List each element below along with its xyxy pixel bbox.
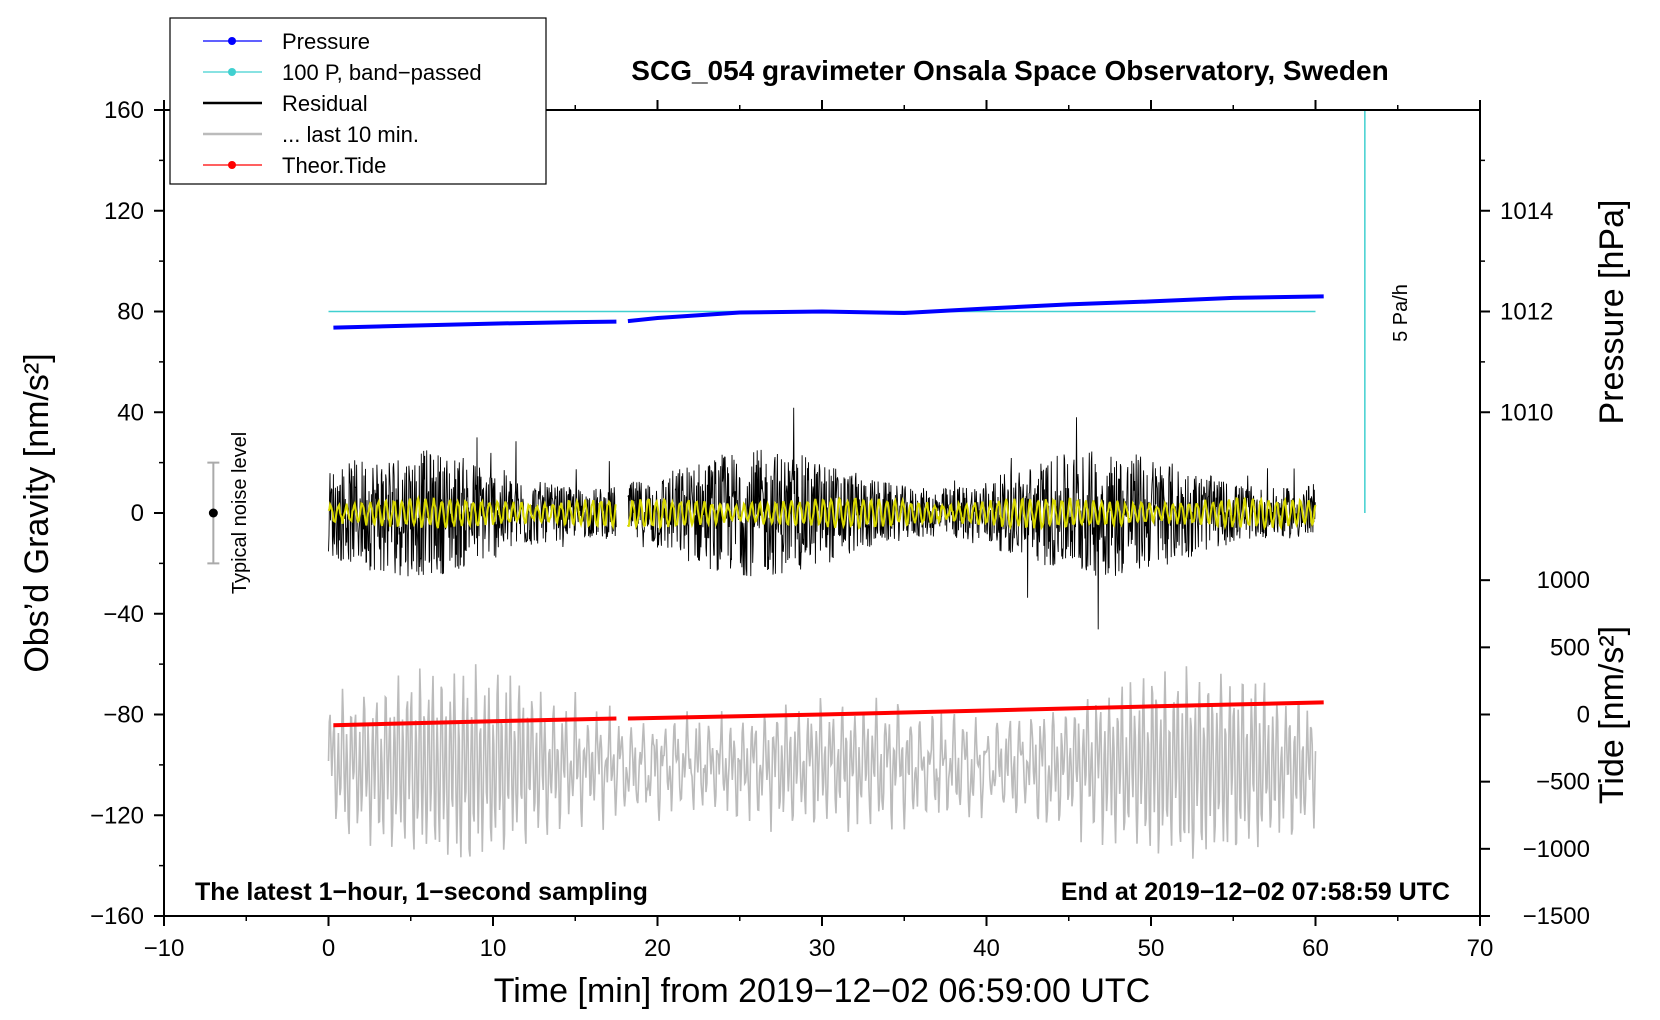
pressure-tick-label: 1014 (1500, 198, 1553, 225)
last-10-min-line (327, 664, 1317, 859)
filtered-line (327, 494, 617, 531)
x-tick-label: −10 (144, 935, 185, 962)
x-tick-label: 30 (809, 935, 836, 962)
legend-label: 100 P, band−passed (282, 60, 482, 85)
rate-bar-label: 5 Pa/h (1390, 284, 1412, 342)
noise-bar-center (208, 508, 218, 518)
y-tick-label: −40 (103, 601, 144, 628)
axes-layer: −10 0 10 20 30 40 50 60 70 −160 −120 −80 −40 0 40 80 120… (90, 97, 1590, 962)
pressure-line (627, 294, 1324, 324)
x-tick-label: 20 (644, 935, 671, 962)
legend-marker (228, 161, 236, 169)
y-tick-label: 120 (104, 198, 144, 225)
legend: Pressure 100 P, band−passed Residual ... la… (169, 17, 547, 185)
tide-tick-label: −500 (1536, 769, 1590, 796)
end-time-note: End at 2019−12−02 07:58:59 UTC (1061, 878, 1450, 906)
y-axis-title-gravity: Obs’d Gravity [nm/s²] (18, 353, 56, 672)
tide-tick-label: −1000 (1523, 836, 1590, 863)
filtered-line (626, 496, 1317, 531)
x-tick-label: 60 (1302, 935, 1329, 962)
legend-label: Theor.Tide (282, 153, 386, 178)
x-tick-label: 70 (1467, 935, 1494, 962)
tide-tick-label: 500 (1550, 634, 1590, 661)
y-tick-label: 40 (117, 399, 144, 426)
y-tick-label: −80 (103, 702, 144, 729)
legend-label: ... last 10 min. (282, 122, 419, 147)
tide-tick-label: 0 (1577, 702, 1590, 729)
x-tick-label: 50 (1138, 935, 1165, 962)
legend-marker (228, 68, 236, 76)
pressure-line (333, 319, 617, 330)
pressure-tick-label: 1010 (1500, 399, 1553, 426)
sampling-note: The latest 1−hour, 1−second sampling (195, 878, 648, 906)
legend-label: Pressure (282, 29, 370, 54)
x-tick-label: 10 (480, 935, 507, 962)
noise-level-label: Typical noise level (229, 432, 251, 594)
x-axis-title: Time [min] from 2019−12−02 06:59:00 UTC (494, 972, 1150, 1010)
tide-tick-label: −1500 (1523, 903, 1590, 930)
y-tick-label: 160 (104, 97, 144, 124)
y-tick-label: 80 (117, 299, 144, 326)
tide-tick-label: 1000 (1537, 567, 1590, 594)
y-axis-title-pressure: Pressure [hPa] (1593, 200, 1631, 425)
legend-label: Residual (282, 91, 368, 116)
theor-tide-line (627, 700, 1324, 721)
x-tick-label: 40 (973, 935, 1000, 962)
legend-box (169, 17, 547, 185)
x-tick-label: 0 (322, 935, 335, 962)
y-tick-label: 0 (131, 500, 144, 527)
legend-marker (228, 37, 236, 45)
y-tick-label: −120 (90, 802, 144, 829)
pressure-tick-label: 1012 (1500, 299, 1553, 326)
theor-tide-line (333, 716, 617, 728)
y-axis-title-tide: Tide [nm/s²] (1593, 626, 1631, 804)
chart-title: SCG_054 gravimeter Onsala Space Observat… (631, 55, 1388, 86)
series-layer (207, 110, 1366, 859)
y-tick-label: −160 (90, 903, 144, 930)
